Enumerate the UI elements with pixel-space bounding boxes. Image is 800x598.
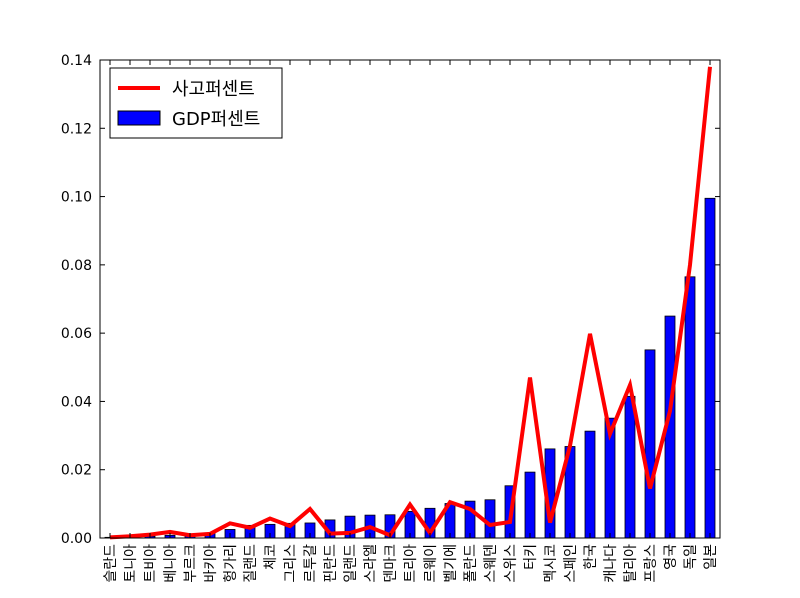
x-tick-label: 슬란드 bbox=[103, 544, 119, 583]
x-tick-label: 영국 bbox=[663, 544, 679, 570]
legend-label: 사고퍼센트 bbox=[172, 79, 255, 100]
legend-swatch bbox=[117, 110, 161, 126]
x-tick-label: 독일 bbox=[683, 544, 699, 570]
y-tick-label: 0.14 bbox=[61, 53, 92, 69]
x-tick-label: 탈리아 bbox=[623, 544, 639, 583]
y-tick-label: 0.00 bbox=[61, 531, 92, 547]
bar bbox=[624, 395, 636, 539]
x-tick-label: 일랜드 bbox=[343, 544, 359, 583]
x-tick-label: 스페인 bbox=[563, 544, 579, 583]
x-tick-label: 한국 bbox=[583, 544, 599, 570]
bar bbox=[704, 197, 716, 539]
legend-label: GDP퍼센트 bbox=[172, 109, 260, 130]
x-tick-label: 스웨덴 bbox=[483, 544, 499, 583]
y-tick-label: 0.12 bbox=[61, 121, 92, 137]
x-tick-label: 바키아 bbox=[203, 544, 219, 583]
x-tick-label: 스위스 bbox=[503, 544, 519, 583]
y-tick-label: 0.04 bbox=[61, 394, 92, 410]
x-tick-label: 일본 bbox=[703, 544, 719, 570]
x-tick-label: 캐나다 bbox=[603, 544, 619, 583]
x-tick-label: 질랜드 bbox=[243, 544, 259, 583]
x-tick-label: 폴란드 bbox=[463, 544, 479, 583]
x-tick-label: 부르크 bbox=[183, 544, 199, 583]
x-tick-label: 그리스 bbox=[283, 544, 299, 583]
x-tick-label: 토니아 bbox=[123, 544, 139, 583]
y-tick-label: 0.06 bbox=[61, 326, 92, 342]
x-tick-label: 멕시코 bbox=[543, 544, 559, 583]
x-tick-label: 프랑스 bbox=[643, 544, 659, 583]
x-tick-label: 벨기에 bbox=[443, 544, 459, 583]
x-tick-label: 베니아 bbox=[163, 544, 179, 583]
x-tick-label: 체코 bbox=[263, 544, 279, 570]
x-tick-label: 트리아 bbox=[403, 544, 419, 583]
bar bbox=[584, 430, 596, 539]
bar bbox=[644, 349, 656, 539]
y-tick-label: 0.08 bbox=[61, 258, 92, 274]
legend-box bbox=[109, 67, 283, 139]
bar bbox=[524, 471, 536, 539]
x-tick-label: 스라엘 bbox=[363, 544, 379, 583]
x-tick-label: 핀란드 bbox=[323, 544, 339, 583]
x-tick-label: 터키 bbox=[523, 544, 539, 570]
y-tick-label: 0.10 bbox=[61, 190, 92, 206]
bar bbox=[684, 276, 696, 539]
x-tick-label: 트비아 bbox=[143, 544, 159, 583]
x-tick-label: 헝가리 bbox=[223, 544, 239, 583]
y-tick-label: 0.02 bbox=[61, 463, 92, 479]
x-tick-label: 르웨이 bbox=[423, 544, 439, 583]
x-tick-label: 르투갈 bbox=[303, 544, 319, 583]
x-tick-label: 덴마크 bbox=[383, 544, 399, 583]
bar bbox=[484, 499, 496, 539]
